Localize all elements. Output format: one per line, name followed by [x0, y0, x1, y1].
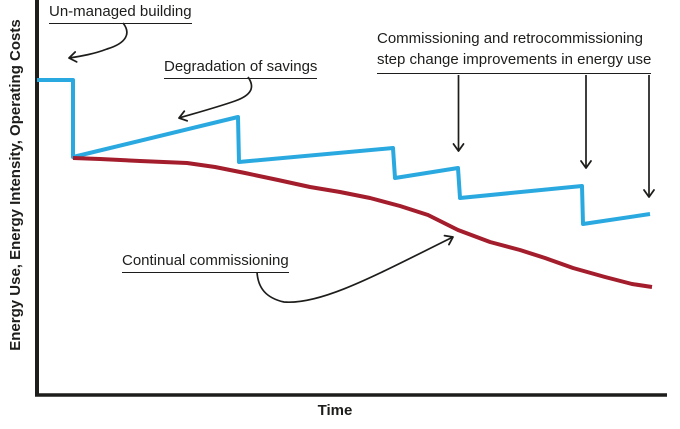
y-axis-label: Energy Use, Energy Intensity, Operating …: [7, 19, 24, 351]
annotation-arrows: [68, 22, 655, 303]
arrow-un-managed-building: [68, 22, 128, 63]
data-series-layer: [37, 78, 653, 289]
annotation-degradation-of-savings-text: Degradation of savings: [164, 56, 318, 79]
annotation-commissioning-step-change: Commissioning and retrocommissioning ste…: [377, 28, 652, 74]
x-axis-label: Time: [317, 402, 353, 419]
series-line-1: [72, 156, 653, 289]
annotation-un-managed-building: Un-managed building: [49, 1, 192, 24]
annotation-commissioning-line1: Commissioning and retrocommissioning: [377, 30, 643, 47]
annotation-degradation-of-savings: Degradation of savings: [164, 56, 318, 79]
arrow-degradation-of-savings: [178, 76, 253, 122]
arrow-continual-commissioning: [256, 234, 454, 303]
annotation-continual-commissioning-text: Continual commissioning: [122, 250, 289, 273]
annotation-un-managed-building-text: Un-managed building: [49, 1, 192, 24]
annotation-commissioning-line2: step change improvements in energy use: [377, 51, 652, 68]
annotation-continual-commissioning: Continual commissioning: [122, 250, 289, 273]
series-line-0: [37, 78, 651, 226]
